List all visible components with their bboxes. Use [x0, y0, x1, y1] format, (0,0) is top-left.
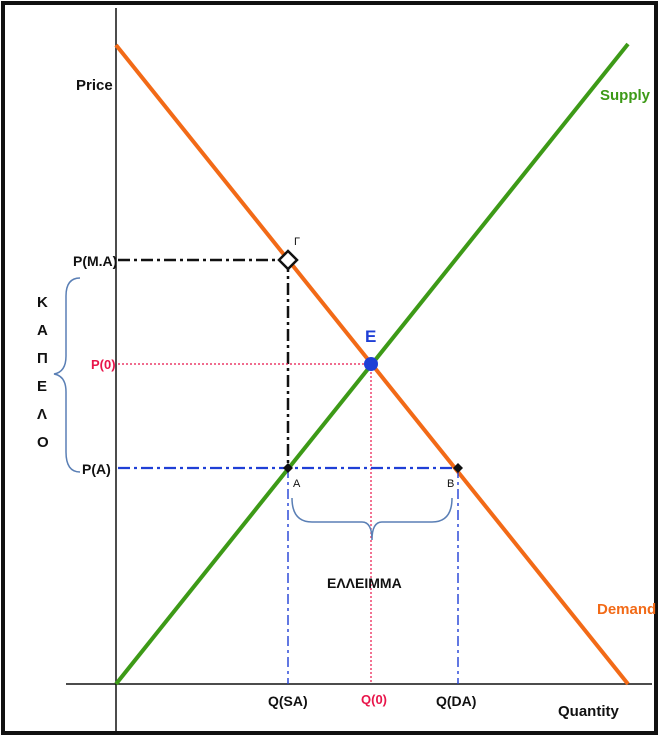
- p-eq-label: P(0): [91, 357, 116, 372]
- ceiling-letter-6: Ο: [37, 434, 49, 451]
- q-da-label: Q(DA): [436, 693, 476, 709]
- p-a-label: P(A): [82, 461, 111, 477]
- y-axis-label: Price: [76, 77, 113, 94]
- shortage-label: ΕΛΛΕΙΜΜΑ: [327, 575, 402, 591]
- ceiling-letter-2: Α: [37, 322, 48, 339]
- point-b-label: B: [447, 478, 454, 490]
- q-sa-label: Q(SA): [268, 693, 308, 709]
- q-eq-label: Q(0): [361, 692, 387, 707]
- ceiling-letter-3: Π: [37, 350, 48, 367]
- point-b-marker: [453, 463, 463, 473]
- ceiling-brace: [53, 277, 81, 473]
- equilibrium-label: E: [365, 327, 376, 346]
- point-a-label: A: [293, 478, 301, 490]
- point-a-marker: [283, 463, 293, 473]
- gamma-point-marker: [277, 249, 299, 271]
- ceiling-letter-4: Ε: [37, 378, 47, 395]
- demand-label: Demand: [597, 601, 656, 618]
- ceiling-letter-1: Κ: [37, 294, 48, 311]
- gamma-label: Γ: [294, 236, 300, 248]
- ceiling-letter-5: Λ: [37, 406, 47, 423]
- shortage-brace: [291, 497, 453, 541]
- equilibrium-point-marker: [364, 357, 378, 371]
- supply-label: Supply: [600, 87, 651, 104]
- p-max-label: P(M.A): [73, 253, 117, 269]
- x-axis-label: Quantity: [558, 703, 619, 720]
